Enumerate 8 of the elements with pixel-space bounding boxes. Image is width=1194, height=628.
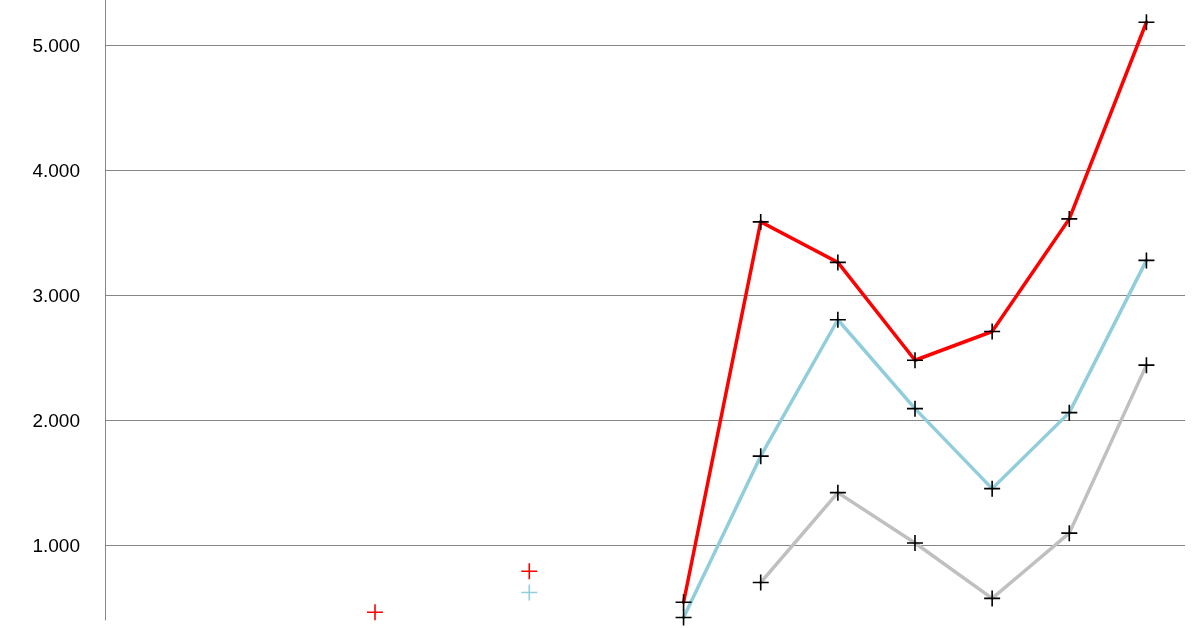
y-tick-label: 5.000	[32, 34, 80, 56]
point	[521, 563, 538, 580]
point	[367, 604, 383, 621]
point	[521, 584, 538, 601]
y-tick-label: 4.000	[32, 159, 80, 181]
y-tick-label: 2.000	[32, 409, 80, 431]
y-tick-label: 1.000	[32, 534, 80, 556]
y-tick-label: 3.000	[32, 284, 80, 306]
